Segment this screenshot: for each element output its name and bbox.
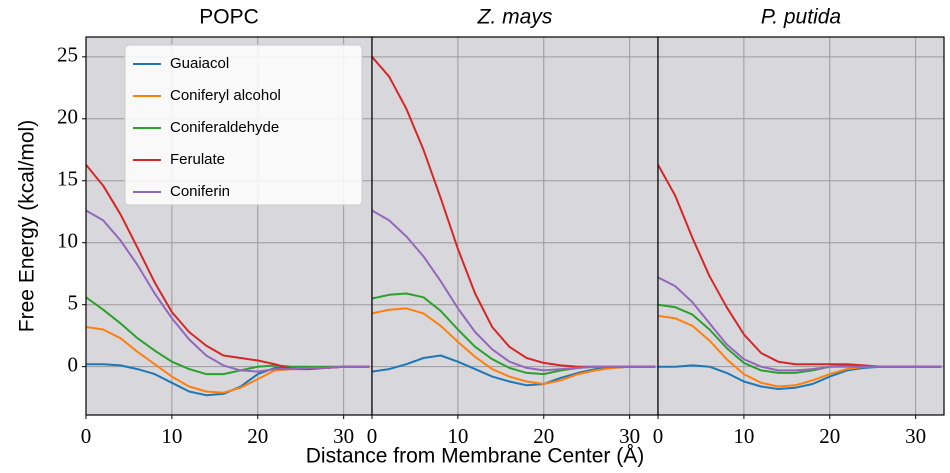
y-tick-label: 0 (68, 352, 79, 376)
series-line (86, 209, 370, 373)
x-tick-label: 30 (619, 424, 640, 448)
x-tick-label: 0 (81, 424, 92, 448)
legend-box (124, 44, 363, 206)
plot-background (372, 37, 658, 415)
x-tick-label: 10 (161, 424, 182, 448)
panel-title: POPC (199, 6, 259, 29)
y-tick-label: 20 (57, 105, 78, 129)
series-line (86, 296, 370, 376)
x-tick-label: 20 (533, 424, 554, 448)
legend-label: Coniferaldehyde (170, 119, 279, 136)
y-tick-label: 10 (57, 229, 78, 253)
x-tick-label: 0 (367, 424, 378, 448)
y-axis-label: Free Energy (kcal/mol) (16, 120, 39, 332)
x-tick-label: 10 (733, 424, 754, 448)
y-tick-label: 5 (68, 291, 79, 315)
x-tick-label: 20 (819, 424, 840, 448)
x-axis-label: Distance from Membrane Center (Å) (306, 445, 644, 468)
panel-title: Z. mays (477, 6, 553, 29)
x-tick-label: 30 (333, 424, 354, 448)
legend-label: Coniferyl alcohol (170, 87, 281, 104)
x-tick-label: 10 (447, 424, 468, 448)
plot-frame (657, 36, 945, 416)
panel-title: P. putida (761, 6, 841, 29)
series-line (372, 307, 656, 385)
series-line (658, 276, 942, 372)
legend-label: Guaiacol (170, 55, 229, 72)
legend-label: Ferulate (170, 151, 225, 168)
series-line (372, 209, 656, 372)
y-tick-label: 25 (57, 43, 78, 67)
x-tick-label: 0 (653, 424, 664, 448)
y-tick-label: 15 (57, 167, 78, 191)
plot-background (658, 37, 944, 415)
x-tick-label: 20 (247, 424, 268, 448)
x-tick-label: 30 (905, 424, 926, 448)
legend-label: Coniferin (170, 183, 230, 200)
